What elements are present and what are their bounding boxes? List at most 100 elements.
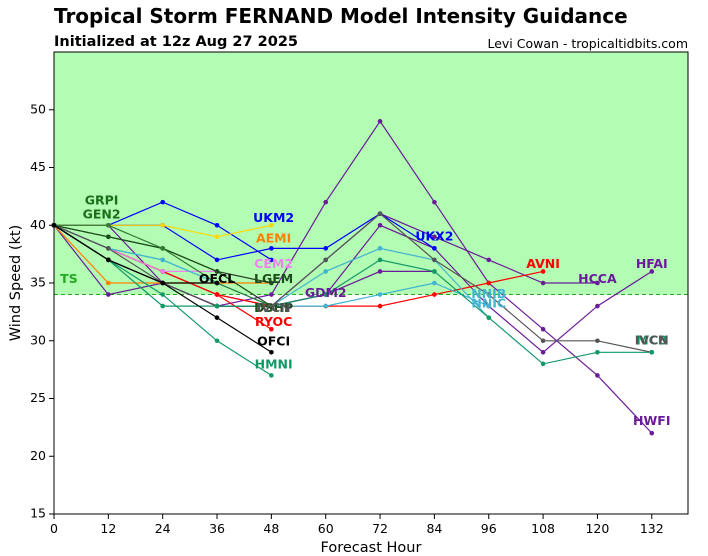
series-label-ukx2: UKX2 — [415, 228, 453, 243]
data-point-hwfi — [540, 326, 546, 332]
series-label-nnib: NNIB — [471, 286, 506, 301]
data-point-hcca — [540, 280, 546, 286]
x-tick-label: 108 — [531, 521, 555, 536]
data-point-ryoc — [214, 292, 220, 297]
data-point-mcb — [323, 292, 329, 297]
series-label-ivcn: IVCN — [635, 332, 669, 347]
data-point-cem2 — [160, 269, 165, 274]
series-label-gdm2: GDM2 — [305, 285, 347, 300]
chart-title: Tropical Storm FERNAND Model Intensity G… — [54, 4, 628, 28]
series-label-hwfi: HWFI — [633, 413, 670, 428]
data-point-mcb — [540, 361, 546, 367]
x-tick-label: 120 — [585, 521, 609, 536]
series-label-ukm2: UKM2 — [253, 210, 294, 225]
series-label-ryoc: RYOC — [255, 314, 292, 329]
chart-subtitle: Initialized at 12z Aug 27 2025 — [54, 34, 299, 50]
data-point-hcca — [595, 280, 600, 286]
data-point-grpi — [160, 222, 165, 228]
series-lines — [51, 119, 655, 436]
x-tick-label: 0 — [50, 521, 58, 536]
data-point-mcb — [160, 303, 165, 309]
series-label-lgem: LGEM — [254, 271, 293, 286]
data-point-aemi — [106, 280, 111, 286]
data-point-hwfi — [595, 373, 600, 378]
axes: 0 12 24 36 48 60 72 84 96 108 120 132 15 20 25 30 35 40 45… — [8, 51, 689, 556]
data-point-nnib — [323, 269, 329, 274]
series-label-avni: AVNI — [526, 256, 560, 271]
data-point-ivcn — [106, 246, 111, 251]
data-point-ivcn — [486, 292, 492, 297]
x-tick-label: 84 — [426, 521, 442, 536]
data-point-hfai — [106, 292, 111, 297]
data-point-avni — [377, 303, 383, 309]
y-axis-label: Wind Speed (kt) — [8, 225, 24, 342]
data-point-hcca — [486, 257, 492, 263]
series-label-nnic: NNIC — [471, 295, 506, 310]
data-point-lgem — [106, 234, 111, 240]
series-label-aemi: AEMI — [256, 231, 291, 246]
data-point-gen2 — [106, 222, 111, 228]
data-point-ivcn — [323, 257, 329, 263]
data-point-gdm2 — [377, 269, 383, 274]
data-point-gen2 — [269, 303, 274, 309]
data-point-nnic — [160, 257, 165, 263]
y-tick-label: 30 — [30, 332, 46, 347]
data-point-hwfi — [432, 199, 437, 205]
series-label-mcb: MCB — [636, 332, 667, 347]
data-point-ukm2 — [269, 257, 274, 263]
data-point-mcb — [649, 350, 655, 355]
series-label-ofcl: OFCL — [199, 271, 235, 286]
x-tick-label: 48 — [263, 521, 279, 536]
data-point-hwfi — [323, 199, 329, 205]
data-point-hfai — [540, 350, 546, 355]
data-point-nnic — [323, 303, 329, 309]
y-tick-label: 40 — [30, 217, 46, 232]
data-point-grpi — [269, 222, 274, 228]
x-tick-label: 12 — [100, 521, 116, 536]
data-point-hmni — [269, 373, 274, 378]
data-point-nnic — [432, 280, 437, 286]
y-tick-label: 20 — [30, 448, 46, 463]
data-point-hmni — [214, 338, 220, 344]
data-point-mcb — [432, 269, 437, 274]
data-point-mcb — [377, 257, 383, 263]
data-point-nnib — [377, 246, 383, 251]
y-tick-label: 25 — [30, 390, 46, 405]
data-point-ukm2 — [160, 199, 165, 205]
data-point-ryoc — [269, 326, 274, 332]
data-point-gen2 — [160, 246, 165, 251]
data-point-hfai — [377, 222, 383, 228]
ts-shaded-region — [54, 52, 688, 295]
data-point-lgem — [269, 280, 274, 286]
data-point-grpi — [214, 234, 220, 240]
data-point-ivcn — [540, 338, 546, 344]
data-point-ivcn — [432, 257, 437, 263]
y-tick-label: 15 — [30, 506, 46, 521]
y-tick-label: 45 — [30, 159, 46, 174]
x-tick-label: 96 — [481, 521, 497, 536]
data-point-mcb — [214, 303, 220, 309]
data-point-hfai — [649, 269, 655, 274]
series-line-mcb — [53, 224, 652, 365]
x-axis-label: Forecast Hour — [321, 540, 422, 556]
series-label-grpi: GRPI — [85, 192, 119, 207]
plot-background — [54, 52, 688, 296]
data-point-ukx2 — [269, 246, 274, 251]
data-point-hmni — [160, 292, 165, 297]
data-point-hwfi — [269, 292, 274, 297]
x-tick-label: 60 — [318, 521, 334, 536]
data-point-lgem — [214, 269, 220, 274]
data-point-ofci — [214, 315, 220, 320]
x-tick-label: 72 — [372, 521, 388, 536]
series-label-dshp: DSHP — [254, 300, 293, 315]
data-point-ukx2 — [323, 246, 329, 251]
data-point-hwfi — [649, 430, 655, 436]
data-point-ofci — [269, 350, 274, 355]
series-label-hcca: HCCA — [578, 271, 617, 286]
series-label-gen2: GEN2 — [83, 206, 121, 221]
y-tick-label: 35 — [30, 275, 46, 290]
data-point-ukx2 — [432, 246, 437, 251]
data-point-nnic — [377, 292, 383, 297]
